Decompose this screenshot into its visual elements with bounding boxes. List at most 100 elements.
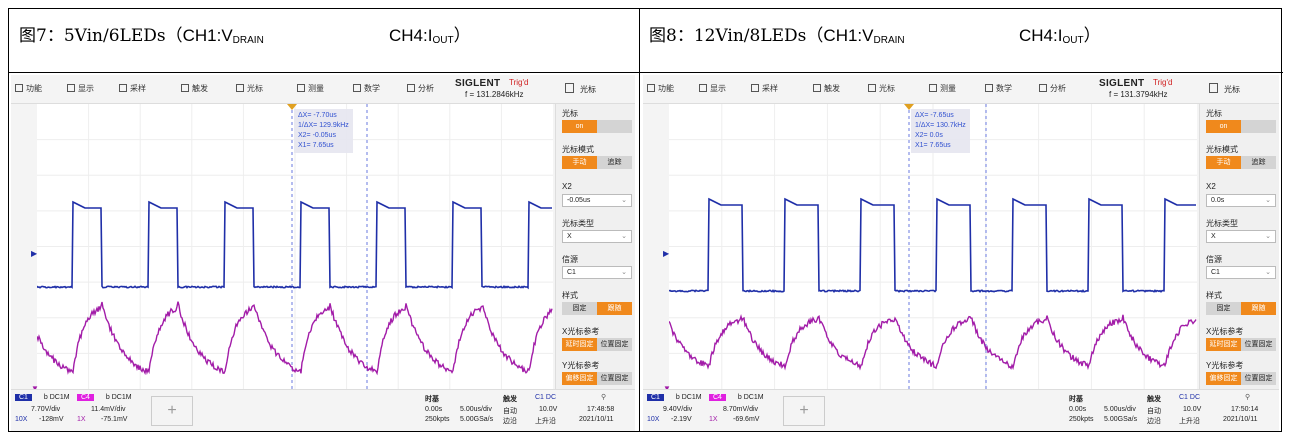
y-ref-label: Y光标参考 <box>562 360 599 371</box>
cursor-mode-toggle-option-b[interactable]: 追踪 <box>1241 156 1276 169</box>
chevron-down-icon: ⌄ <box>1265 267 1271 278</box>
cursor-toggle[interactable]: on <box>1206 120 1276 133</box>
cursor-type-select[interactable]: X ⌄ <box>1206 230 1276 243</box>
cursor-readout-line: X1= 7.65us <box>298 141 349 151</box>
trigger-status: Trig'd <box>1153 78 1172 87</box>
cursor-mode-toggle-option-a[interactable]: 手动 <box>1206 156 1241 169</box>
oscilloscope-screen: 功能 显示 采样 触发 光标 测量 数学 分析 SIGLENT Trig'd f = 131.284… <box>11 75 635 431</box>
cursor-toggle-option-b[interactable] <box>1241 120 1276 133</box>
x-ref-toggle-option-a[interactable]: 延时固定 <box>562 338 597 351</box>
toolbar-math-button[interactable]: 数学 <box>985 83 1012 94</box>
add-channel-icon[interactable]: + <box>151 396 193 426</box>
ch4-info[interactable]: C4 b DC1M <box>709 394 764 401</box>
toolbar-func-button[interactable]: 功能 <box>647 83 674 94</box>
display-icon <box>67 84 75 92</box>
ch1-info[interactable]: C1 b DC1M <box>15 394 70 401</box>
style-label: 样式 <box>1206 290 1222 301</box>
style-toggle-option-a[interactable]: 固定 <box>1206 302 1241 315</box>
toolbar-trigger-button[interactable]: 触发 <box>813 83 840 94</box>
x-ref-toggle-option-b[interactable]: 位置固定 <box>597 338 632 351</box>
menu-title: 光标 <box>1209 83 1240 95</box>
ch1-offset-marker-icon[interactable]: ▶ <box>31 249 37 258</box>
trigger-source: C1 DC <box>535 394 556 401</box>
toolbar-trigger-button[interactable]: 触发 <box>181 83 208 94</box>
sample-rate: 5.00GSa/s <box>460 416 493 423</box>
style-toggle[interactable]: 固定 跟随 <box>1206 302 1276 315</box>
ch1-info[interactable]: C1 b DC1M <box>647 394 702 401</box>
frequency-readout: f = 131.2846kHz <box>465 90 523 99</box>
y-ref-toggle[interactable]: 偏移固定 位置固定 <box>1206 372 1276 385</box>
cursor-type-label: 光标类型 <box>562 218 594 229</box>
x-ref-toggle-option-a[interactable]: 延时固定 <box>1206 338 1241 351</box>
scope-toolbar: 功能 显示 采样 触发 光标 测量 数学 分析 SIGLENT Trig'd f = 131.379… <box>643 75 1279 104</box>
cursor-toggle-option-a[interactable]: on <box>1206 120 1241 133</box>
trigger-source: C1 DC <box>1179 394 1200 401</box>
cursor-type-select[interactable]: X ⌄ <box>562 230 632 243</box>
y-ref-toggle[interactable]: 偏移固定 位置固定 <box>562 372 632 385</box>
cursor-toggle-option-b[interactable] <box>597 120 632 133</box>
x-ref-label: X光标参考 <box>562 326 599 337</box>
frequency-readout: f = 131.3794kHz <box>1109 90 1167 99</box>
toolbar-measure-button[interactable]: 测量 <box>297 83 324 94</box>
toolbar-func-button[interactable]: 功能 <box>15 83 42 94</box>
cursor-readout-line: X1= 7.65us <box>915 141 966 151</box>
toolbar-display-button[interactable]: 显示 <box>699 83 726 94</box>
cursor-toggle-option-a[interactable]: on <box>562 120 597 133</box>
y-ref-toggle-option-b[interactable]: 位置固定 <box>1241 372 1276 385</box>
display-icon <box>699 84 707 92</box>
cursor-readout: ΔX= -7.65us 1/ΔX= 130.7kHz X2= 0.0s X1= 7.6… <box>911 109 970 153</box>
ch4-info[interactable]: C4 b DC1M <box>77 394 132 401</box>
trigger-type: 边沿 <box>1147 416 1161 426</box>
style-toggle-option-b[interactable]: 跟随 <box>597 302 632 315</box>
style-toggle-option-a[interactable]: 固定 <box>562 302 597 315</box>
toolbar-acquire-button[interactable]: 采样 <box>119 83 146 94</box>
cursor-mode-toggle[interactable]: 手动 追踪 <box>1206 156 1276 169</box>
ch4-scale: 8.70mV/div <box>723 406 758 413</box>
ch4-offset: -69.6mV <box>733 416 759 423</box>
add-channel-icon[interactable]: + <box>783 396 825 426</box>
cursor-mode-label: 光标模式 <box>562 144 594 155</box>
x2-input[interactable]: -0.05us ⌄ <box>562 194 632 207</box>
cursor-toggle[interactable]: on <box>562 120 632 133</box>
panel-left: 图7：5Vin/6LEDs（CH1:VDRAIN CH4:IOUT） 功能 显示 采… <box>9 9 640 431</box>
clock-date: 2021/10/11 <box>579 416 614 423</box>
timebase-scale: 5.00us/div <box>1104 406 1136 413</box>
style-toggle-option-b[interactable]: 跟随 <box>1241 302 1276 315</box>
cursor-mode-toggle-option-b[interactable]: 追踪 <box>597 156 632 169</box>
clock-time: 17:48:58 <box>587 406 614 413</box>
y-ref-toggle-option-b[interactable]: 位置固定 <box>597 372 632 385</box>
cursor-readout-line: X2= -0.05us <box>298 131 349 141</box>
figure-table: 图7：5Vin/6LEDs（CH1:VDRAIN CH4:IOUT） 功能 显示 采… <box>8 8 1282 432</box>
toolbar-cursor-button[interactable]: 光标 <box>868 83 895 94</box>
caption-ch4: CH4:IOUT） <box>389 21 471 46</box>
ch1-offset-marker-icon[interactable]: ▶ <box>663 249 669 258</box>
toolbar-math-button[interactable]: 数学 <box>353 83 380 94</box>
x-ref-toggle[interactable]: 延时固定 位置固定 <box>562 338 632 351</box>
x2-input[interactable]: 0.0s ⌄ <box>1206 194 1276 207</box>
ch1-offset: -128mV <box>39 416 64 423</box>
toolbar-measure-button[interactable]: 测量 <box>929 83 956 94</box>
y-ref-toggle-option-a[interactable]: 偏移固定 <box>1206 372 1241 385</box>
source-select[interactable]: C1 ⌄ <box>1206 266 1276 279</box>
style-toggle[interactable]: 固定 跟随 <box>562 302 632 315</box>
x-ref-label: X光标参考 <box>1206 326 1243 337</box>
source-select[interactable]: C1 ⌄ <box>562 266 632 279</box>
y-ref-toggle-option-a[interactable]: 偏移固定 <box>562 372 597 385</box>
source-label: 信源 <box>562 254 578 265</box>
x-ref-toggle[interactable]: 延时固定 位置固定 <box>1206 338 1276 351</box>
toolbar-cursor-button[interactable]: 光标 <box>236 83 263 94</box>
cursor-mode-toggle[interactable]: 手动 追踪 <box>562 156 632 169</box>
waveform-plot[interactable]: ΔX= -7.70us 1/ΔX= 129.9kHz X2= -0.05us X1= … <box>37 104 553 389</box>
toolbar-analysis-button[interactable]: 分析 <box>407 83 434 94</box>
toolbar-display-button[interactable]: 显示 <box>67 83 94 94</box>
waveform-plot[interactable]: ΔX= -7.65us 1/ΔX= 130.7kHz X2= 0.0s X1= 7.6… <box>669 104 1197 389</box>
cursor-mode-toggle-option-a[interactable]: 手动 <box>562 156 597 169</box>
ch1-probe: 10X <box>647 416 659 423</box>
trigger-slope: 上升沿 <box>1179 416 1200 426</box>
math-icon <box>353 84 361 92</box>
scope-toolbar: 功能 显示 采样 触发 光标 测量 数学 分析 SIGLENT Trig'd f = 131.284… <box>11 75 635 104</box>
cursor-readout: ΔX= -7.70us 1/ΔX= 129.9kHz X2= -0.05us X1= … <box>294 109 353 153</box>
x-ref-toggle-option-b[interactable]: 位置固定 <box>1241 338 1276 351</box>
toolbar-analysis-button[interactable]: 分析 <box>1039 83 1066 94</box>
toolbar-acquire-button[interactable]: 采样 <box>751 83 778 94</box>
